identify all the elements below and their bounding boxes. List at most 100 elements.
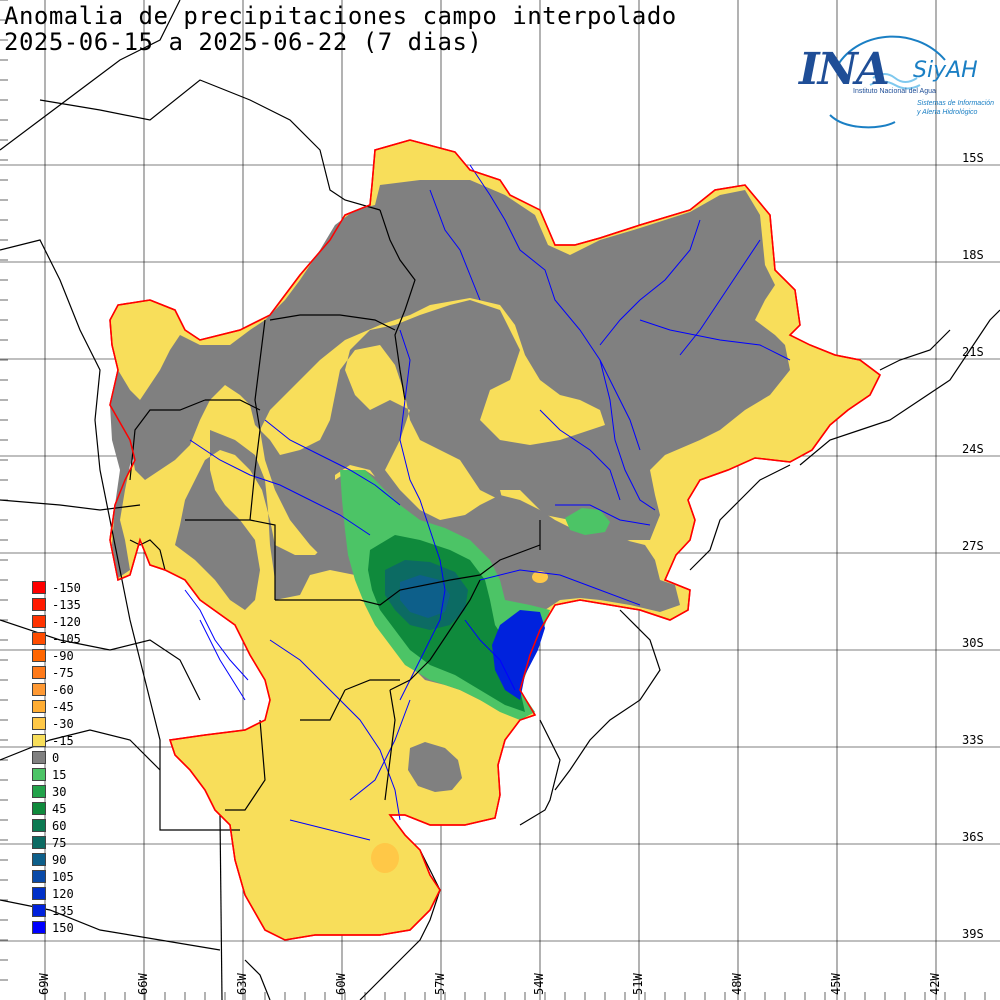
legend-label: -135 xyxy=(52,598,81,612)
longitude-label: 63W xyxy=(235,973,249,995)
legend-swatch xyxy=(32,836,46,849)
longitude-label: 57W xyxy=(433,973,447,995)
dry-spot-south xyxy=(371,843,399,873)
legend-entry: -45 xyxy=(32,699,122,715)
legend-label: -120 xyxy=(52,615,81,629)
legend-entry: -90 xyxy=(32,648,122,664)
legend-entry: 90 xyxy=(32,852,122,868)
legend-entry: 150 xyxy=(32,920,122,936)
legend-label: -90 xyxy=(52,649,74,663)
legend-swatch xyxy=(32,598,46,611)
legend-swatch xyxy=(32,819,46,832)
legend-label: 90 xyxy=(52,853,67,867)
legend-swatch xyxy=(32,717,46,730)
ina-siyah-logo: INA SiyAH Instituto Nacional del Agua Si… xyxy=(795,30,995,130)
longitude-label: 42W xyxy=(928,973,942,995)
latitude-label: 18S xyxy=(962,248,984,262)
legend-label: 15 xyxy=(52,768,67,782)
legend-swatch xyxy=(32,768,46,781)
legend-swatch xyxy=(32,666,46,679)
legend-swatch xyxy=(32,734,46,747)
latitude-label: 21S xyxy=(962,345,984,359)
logo-subtitle-1: Sistemas de Información xyxy=(917,100,995,107)
latitude-label: 36S xyxy=(962,830,984,844)
legend-entry: -60 xyxy=(32,682,122,698)
legend-entry: -75 xyxy=(32,665,122,681)
longitude-label: 69W xyxy=(37,973,51,995)
legend-entry: 45 xyxy=(32,801,122,817)
legend-entry: 30 xyxy=(32,784,122,800)
map-title: Anomalia de precipitaciones campo interp… xyxy=(4,2,677,30)
legend-entry: -135 xyxy=(32,597,122,613)
legend-label: 45 xyxy=(52,802,67,816)
wet-area-90 xyxy=(400,575,450,618)
legend-label: -30 xyxy=(52,717,74,731)
legend-label: 135 xyxy=(52,904,74,918)
legend-label: -15 xyxy=(52,734,74,748)
logo-institution: Instituto Nacional del Agua xyxy=(853,88,936,95)
legend-label: -60 xyxy=(52,683,74,697)
logo-subtitle-2: y Alerta Hidrológico xyxy=(917,109,978,116)
logo-arc-icon xyxy=(829,35,946,129)
legend-swatch xyxy=(32,904,46,917)
legend-swatch xyxy=(32,887,46,900)
legend-swatch xyxy=(32,632,46,645)
legend-swatch xyxy=(32,853,46,866)
legend-entry: -30 xyxy=(32,716,122,732)
legend-label: -105 xyxy=(52,632,81,646)
longitude-label: 48W xyxy=(730,973,744,995)
wet-area-135 xyxy=(492,610,545,700)
wet-area-15-east xyxy=(565,508,610,535)
legend-entry: -120 xyxy=(32,614,122,630)
map-date-range: 2025-06-15 a 2025-06-22 (7 dias) xyxy=(4,28,483,56)
longitude-label: 54W xyxy=(532,973,546,995)
legend-label: 105 xyxy=(52,870,74,884)
legend-entry: 15 xyxy=(32,767,122,783)
neutral-area-west xyxy=(110,370,140,578)
legend-entry: 120 xyxy=(32,886,122,902)
latitude-label: 39S xyxy=(962,927,984,941)
legend-entry: 0 xyxy=(32,750,122,766)
legend-swatch xyxy=(32,921,46,934)
legend-swatch xyxy=(32,802,46,815)
legend-label: 150 xyxy=(52,921,74,935)
legend-label: 0 xyxy=(52,751,60,765)
legend-swatch xyxy=(32,649,46,662)
legend-entry: -105 xyxy=(32,631,122,647)
legend-label: 75 xyxy=(52,836,67,850)
neutral-area-south-small xyxy=(408,742,462,792)
legend-entry: -150 xyxy=(32,580,122,596)
legend-entry: 60 xyxy=(32,818,122,834)
legend-entry: -15 xyxy=(32,733,122,749)
legend-label: -150 xyxy=(52,581,81,595)
legend-label: -75 xyxy=(52,666,74,680)
legend-swatch xyxy=(32,751,46,764)
latitude-label: 30S xyxy=(962,636,984,650)
latitude-label: 24S xyxy=(962,442,984,456)
legend-label: 120 xyxy=(52,887,74,901)
legend-entry: 135 xyxy=(32,903,122,919)
legend-label: 60 xyxy=(52,819,67,833)
dry-spot-east xyxy=(532,571,548,583)
legend-swatch xyxy=(32,683,46,696)
latitude-label: 33S xyxy=(962,733,984,747)
legend-swatch xyxy=(32,785,46,798)
basin-outline xyxy=(109,139,881,941)
longitude-label: 45W xyxy=(829,973,843,995)
latitude-label: 27S xyxy=(962,539,984,553)
longitude-label: 66W xyxy=(136,973,150,995)
longitude-label: 51W xyxy=(631,973,645,995)
rivers xyxy=(184,164,791,841)
legend-swatch xyxy=(32,870,46,883)
longitude-label: 60W xyxy=(334,973,348,995)
legend-entry: 75 xyxy=(32,835,122,851)
legend-swatch xyxy=(32,700,46,713)
logo-ina-text: INA xyxy=(799,44,890,95)
legend-label: 30 xyxy=(52,785,67,799)
latitude-label: 15S xyxy=(962,151,984,165)
legend-swatch xyxy=(32,581,46,594)
logo-siyah-text: SiyAH xyxy=(913,58,978,83)
